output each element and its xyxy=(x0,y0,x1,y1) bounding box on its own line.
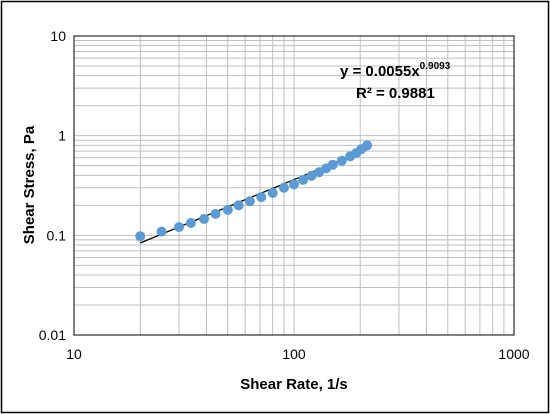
r-squared-label: R² = 0.9881 xyxy=(356,85,435,102)
data-point xyxy=(336,155,347,166)
y-axis-title: Shear Stress, Pa xyxy=(21,125,38,244)
y-tick-label: 0.01 xyxy=(39,327,66,343)
data-point xyxy=(289,179,299,190)
data-point xyxy=(306,170,317,181)
y-tick-label: 0.1 xyxy=(47,227,67,243)
data-point xyxy=(298,174,309,185)
tick-labels: 10 100 1000 0.01 0.1 1 10 xyxy=(39,28,530,362)
data-point xyxy=(135,231,146,242)
y-tick-label: 10 xyxy=(50,28,66,44)
x-tick-label: 100 xyxy=(282,346,306,362)
data-points xyxy=(135,140,373,242)
trendline-equation: y = 0.0055x0.9093 R² = 0.9881 xyxy=(340,61,451,102)
x-tick-label: 1000 xyxy=(498,346,529,362)
data-point xyxy=(185,217,196,228)
svg-text:y = 0.0055x0.9093: y = 0.0055x0.9093 xyxy=(340,61,451,80)
x-axis-title: Shear Rate, 1/s xyxy=(240,376,348,393)
data-point xyxy=(173,222,184,233)
data-point xyxy=(210,208,221,219)
data-point xyxy=(233,200,244,211)
y-tick-label: 1 xyxy=(58,128,66,144)
data-point xyxy=(199,213,210,224)
data-point xyxy=(256,192,267,203)
equation-exponent: 0.9093 xyxy=(420,61,451,72)
data-point xyxy=(327,159,338,170)
data-point xyxy=(278,182,289,193)
data-point xyxy=(156,226,167,237)
plot-area-border xyxy=(73,35,515,336)
equation-base: y = 0.0055x xyxy=(340,63,420,80)
gridlines xyxy=(74,36,514,335)
x-tick-label: 10 xyxy=(66,346,82,362)
data-point xyxy=(267,187,278,198)
data-point xyxy=(222,204,233,215)
data-point xyxy=(362,140,373,151)
data-point xyxy=(244,196,255,207)
